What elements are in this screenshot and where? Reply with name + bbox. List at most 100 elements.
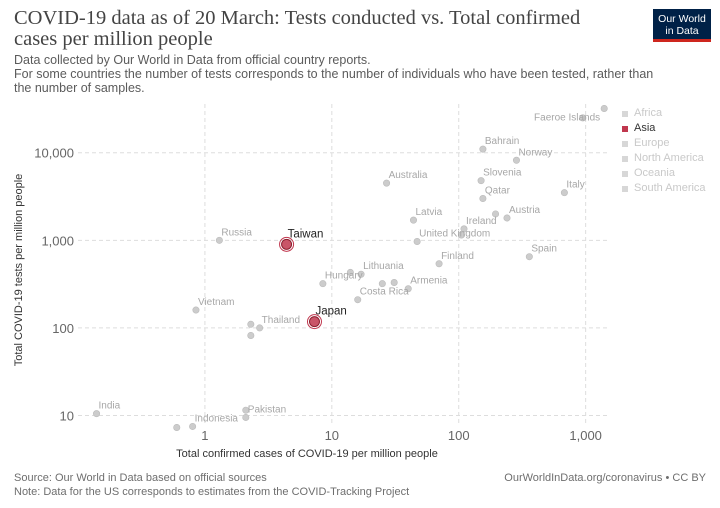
label-lithuania: Lithuania bbox=[363, 261, 404, 272]
y-axis-label: Total COVID-19 tests per million people bbox=[13, 174, 25, 367]
label-russia: Russia bbox=[221, 227, 252, 238]
legend-item-africa[interactable]: Africa bbox=[622, 106, 706, 121]
legend-item-asia[interactable]: Asia bbox=[622, 121, 706, 136]
point-qatar[interactable] bbox=[479, 195, 487, 203]
subtitle-line-1: Data collected by Our World in Data from… bbox=[14, 53, 371, 67]
point-italy[interactable] bbox=[560, 189, 568, 197]
point-unlabeled-27[interactable] bbox=[247, 320, 255, 328]
legend-swatch bbox=[622, 155, 628, 162]
label-australia: Australia bbox=[389, 170, 428, 181]
point-spain[interactable] bbox=[525, 253, 533, 261]
legend-item-europe[interactable]: Europe bbox=[622, 136, 706, 151]
legend-swatch bbox=[622, 125, 628, 132]
point-unlabeled-32[interactable] bbox=[492, 210, 500, 218]
point-bahrain[interactable] bbox=[479, 145, 487, 153]
x-axis-label: Total confirmed cases of COVID-19 per mi… bbox=[176, 448, 438, 460]
legend-swatch bbox=[622, 170, 628, 177]
point-norway[interactable] bbox=[512, 156, 520, 164]
legend-label: Africa bbox=[634, 107, 663, 119]
legend-label: Oceania bbox=[634, 167, 675, 179]
x-tick-label: 1,000 bbox=[569, 428, 602, 443]
legend-label: Europe bbox=[634, 137, 670, 149]
label-finland: Finland bbox=[441, 251, 474, 262]
label-pakistan: Pakistan bbox=[248, 404, 286, 415]
legend-item-oceania[interactable]: Oceania bbox=[622, 166, 706, 181]
owid-logo[interactable]: Our World in Data bbox=[653, 9, 711, 42]
point-lithuania[interactable] bbox=[357, 270, 365, 278]
label-italy: Italy bbox=[566, 180, 584, 191]
point-india[interactable] bbox=[93, 410, 101, 418]
logo-line-1: Our World bbox=[658, 13, 706, 25]
label-qatar: Qatar bbox=[485, 186, 511, 197]
label-united-kingdom: United Kingdom bbox=[419, 228, 490, 239]
label-latvia: Latvia bbox=[415, 207, 442, 218]
point-unlabeled-34[interactable] bbox=[579, 114, 587, 122]
label-thailand: Thailand bbox=[262, 315, 300, 326]
point-austria[interactable] bbox=[503, 214, 511, 222]
label-armenia: Armenia bbox=[410, 276, 448, 287]
label-vietnam: Vietnam bbox=[198, 297, 235, 308]
point-russia[interactable] bbox=[215, 236, 223, 244]
axis-ticks: 1 10 100 1,000 10 100 1,000 10,000 bbox=[34, 146, 602, 443]
label-faeroe-islands: Faeroe Islands bbox=[534, 112, 600, 123]
legend-item-north-america[interactable]: North America bbox=[622, 151, 706, 166]
label-bahrain: Bahrain bbox=[485, 136, 519, 147]
label-japan: Japan bbox=[315, 306, 346, 318]
point-latvia[interactable] bbox=[409, 216, 417, 224]
point-unlabeled-26[interactable] bbox=[242, 406, 250, 414]
data-points bbox=[93, 104, 608, 431]
label-indonesia: Indonesia bbox=[195, 413, 239, 424]
label-norway: Norway bbox=[518, 147, 552, 158]
point-ring-taiwan bbox=[279, 236, 295, 252]
legend-label: North America bbox=[634, 152, 704, 164]
legend-label: South America bbox=[634, 182, 706, 194]
point-ring-japan bbox=[306, 314, 322, 330]
label-hungary: Hungary bbox=[325, 271, 363, 282]
y-tick-label: 10,000 bbox=[34, 146, 74, 161]
point-unlabeled-30[interactable] bbox=[378, 280, 386, 288]
label-austria: Austria bbox=[509, 205, 541, 216]
point-unlabeled-31[interactable] bbox=[390, 278, 398, 286]
x-tick-label: 100 bbox=[448, 428, 470, 443]
point-finland[interactable] bbox=[435, 260, 443, 268]
point-armenia[interactable] bbox=[404, 285, 412, 293]
point-vietnam[interactable] bbox=[192, 306, 200, 314]
point-faeroe-islands[interactable] bbox=[600, 104, 608, 112]
legend-swatch bbox=[622, 140, 628, 147]
point-japan[interactable] bbox=[308, 316, 320, 328]
point-pakistan[interactable] bbox=[242, 413, 250, 421]
grid-lines bbox=[78, 104, 608, 424]
legend-swatch bbox=[622, 185, 628, 192]
label-taiwan: Taiwan bbox=[288, 228, 324, 240]
point-slovenia[interactable] bbox=[477, 177, 485, 185]
source-text: Source: Our World in Data based on offic… bbox=[14, 472, 267, 484]
label-india: India bbox=[99, 401, 121, 412]
point-thailand[interactable] bbox=[256, 324, 264, 332]
chart-title: COVID-19 data as of 20 March: Tests cond… bbox=[14, 7, 581, 50]
point-unlabeled-25[interactable] bbox=[173, 423, 181, 431]
point-unlabeled-29[interactable] bbox=[346, 268, 354, 276]
note-text: Note: Data for the US corresponds to est… bbox=[14, 485, 410, 498]
footer-url[interactable]: OurWorldInData.org/coronavirus • CC BY bbox=[504, 472, 706, 484]
chart-subtitle: Data collected by Our World in Data from… bbox=[14, 53, 674, 95]
legend: Africa Asia Europe North America Oceania Sout… bbox=[622, 106, 706, 196]
label-spain: Spain bbox=[531, 244, 557, 255]
legend-label: Asia bbox=[634, 122, 656, 134]
y-tick-label: 1,000 bbox=[41, 233, 74, 248]
y-tick-label: 10 bbox=[60, 409, 74, 424]
point-ireland[interactable] bbox=[460, 225, 468, 233]
point-australia[interactable] bbox=[383, 179, 391, 187]
point-united-kingdom[interactable] bbox=[413, 237, 421, 245]
label-ireland: Ireland bbox=[466, 216, 497, 227]
label-costa-rica: Costa Rica bbox=[360, 287, 409, 298]
point-indonesia[interactable] bbox=[189, 422, 197, 430]
logo-line-2: in Data bbox=[665, 25, 699, 37]
point-costa-rica[interactable] bbox=[354, 296, 362, 304]
point-unlabeled-33[interactable] bbox=[457, 231, 465, 239]
legend-item-south-america[interactable]: South America bbox=[622, 181, 706, 196]
point-hungary[interactable] bbox=[319, 280, 327, 288]
point-unlabeled-28[interactable] bbox=[247, 331, 255, 339]
point-taiwan[interactable] bbox=[281, 238, 293, 250]
